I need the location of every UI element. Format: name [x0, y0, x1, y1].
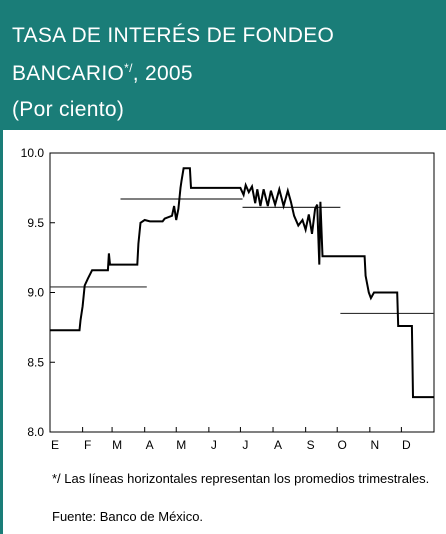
title-text: , 2005	[133, 62, 193, 85]
left-border	[0, 130, 3, 534]
x-tick-label: E	[51, 438, 59, 452]
y-tick-label: 8.5	[27, 355, 44, 369]
x-tick-label: A	[146, 438, 154, 452]
x-tick-label: F	[84, 438, 91, 452]
title-sup: */	[124, 61, 133, 75]
y-tick-label: 9.0	[27, 286, 44, 300]
title-line: BANCARIO*/, 2005	[12, 61, 193, 85]
x-tick-label: J	[211, 438, 217, 452]
x-tick-label: M	[176, 438, 186, 452]
subtitle: (Por ciento)	[12, 98, 124, 121]
x-tick-label: J	[242, 438, 248, 452]
x-tick-label: M	[112, 438, 122, 452]
x-tick-label: D	[402, 438, 411, 452]
header-band	[0, 0, 446, 130]
y-tick-label: 8.0	[27, 425, 44, 439]
x-tick-label: A	[274, 438, 282, 452]
x-tick-label: S	[307, 438, 315, 452]
data-line	[50, 167, 434, 399]
footnote: */ Las líneas horizontales representan l…	[52, 471, 430, 486]
x-tick-label: O	[338, 438, 347, 452]
title-line: TASA DE INTERÉS DE FONDEO	[12, 24, 334, 47]
source: Fuente: Banco de México.	[52, 509, 204, 524]
x-tick-label: N	[370, 438, 379, 452]
title-text: BANCARIO	[12, 62, 124, 85]
y-tick-label: 9.5	[27, 216, 44, 230]
y-tick-label: 10.0	[21, 146, 45, 160]
